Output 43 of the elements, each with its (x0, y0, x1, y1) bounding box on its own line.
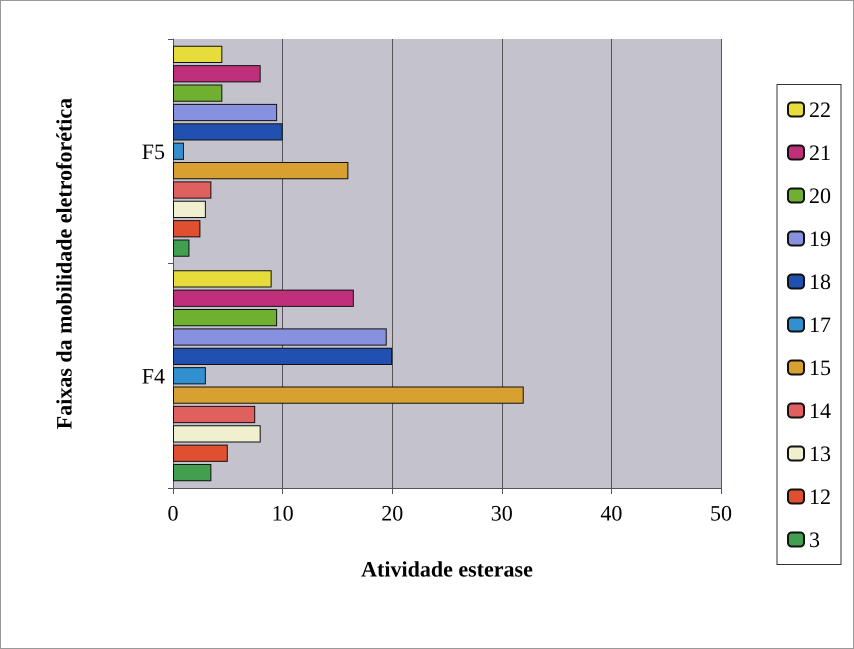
legend-label: 18 (809, 269, 831, 294)
bar (173, 328, 387, 346)
x-tick-label: 10 (272, 500, 294, 526)
legend-label: 14 (809, 398, 831, 423)
legend-label: 20 (809, 183, 831, 208)
y-tick-label: F4 (142, 363, 165, 388)
x-tick-label: 50 (710, 500, 732, 526)
bar (173, 181, 212, 199)
bar (173, 65, 261, 82)
bar (173, 46, 222, 64)
legend-label: 3 (809, 527, 820, 552)
bar (173, 308, 278, 326)
bar (173, 123, 283, 141)
x-axis-title: Atividade esterase (361, 556, 534, 582)
x-tick-label: 20 (381, 500, 404, 526)
bar (173, 386, 524, 404)
bar (173, 162, 348, 180)
bar (173, 104, 278, 122)
bar (173, 290, 354, 307)
bar (173, 444, 228, 462)
legend-label: 21 (809, 140, 831, 165)
bar (173, 425, 261, 443)
legend-label: 19 (809, 226, 831, 251)
legend-label: 12 (809, 484, 831, 509)
bar (173, 270, 272, 288)
bar (173, 464, 212, 482)
bar (173, 142, 184, 160)
bar (173, 348, 392, 366)
bar (173, 367, 206, 384)
bar (173, 220, 200, 238)
bar (173, 239, 190, 257)
bar (173, 200, 206, 218)
bar (173, 84, 222, 102)
y-tick-label: F5 (142, 138, 165, 164)
legend-label: 15 (809, 355, 831, 380)
x-tick-label: 0 (168, 500, 178, 526)
x-tick-label: 30 (490, 500, 513, 526)
legend-label: 13 (809, 441, 831, 466)
bar (173, 406, 256, 424)
legend-label: 17 (809, 312, 831, 337)
x-tick-label: 40 (600, 500, 622, 526)
legend-label: 22 (809, 97, 831, 122)
y-axis-title: Faixas da mobilidade eletroforética (52, 98, 76, 430)
